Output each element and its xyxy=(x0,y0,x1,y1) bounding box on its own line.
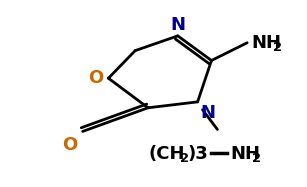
Text: N: N xyxy=(200,104,216,122)
Text: 2: 2 xyxy=(252,151,261,165)
Text: 2: 2 xyxy=(180,151,189,165)
Text: O: O xyxy=(88,69,103,87)
Text: O: O xyxy=(62,136,78,154)
Text: N: N xyxy=(170,16,185,34)
Text: (CH: (CH xyxy=(148,145,185,163)
Text: 2: 2 xyxy=(273,41,282,54)
Text: NH: NH xyxy=(251,34,281,52)
Text: NH: NH xyxy=(230,145,260,163)
Text: )3: )3 xyxy=(188,145,208,163)
